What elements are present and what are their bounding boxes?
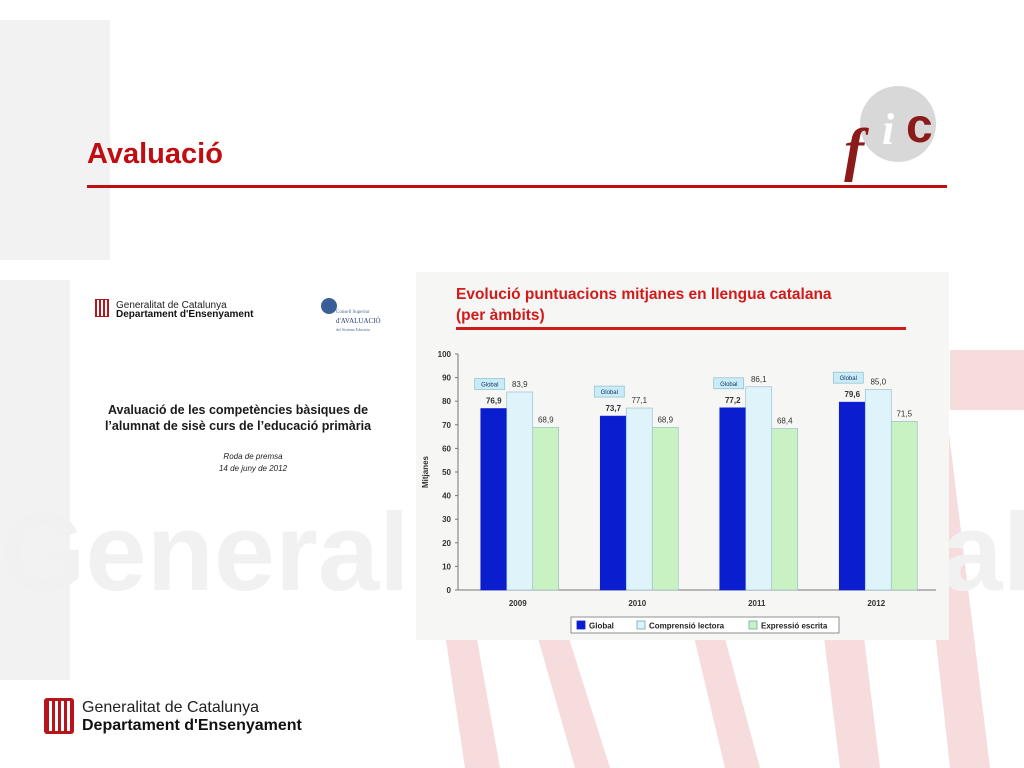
bar [838,401,866,591]
report-cover-thumbnail: Generalitat de Catalunya Departament d'E… [78,292,398,477]
footer-org-line2: Departament d'Ensenyament [82,717,302,734]
council-line2: d'AVALUACIÓ [336,317,381,325]
data-label: 79,6 [844,390,860,399]
data-label: 85,0 [870,377,886,386]
x-tick-label: 2012 [867,599,885,608]
bar [532,427,560,591]
x-tick-label: 2010 [628,599,646,608]
bar-chart: 0 10 20 30 40 50 60 70 80 90 100 Mitjanes 76,9 83,9 68… [421,350,936,634]
footer-org-line1: Generalitat de Catalunya [82,699,259,716]
y-tick-label: 0 [447,586,452,595]
council-line3: del Sistema Educatiu [336,327,370,332]
chart-title-line2: (per àmbits) [456,307,545,324]
callout-label: Global [840,376,857,382]
bar [651,427,679,591]
callout-label: Global [720,382,737,388]
press-date: 14 de juny de 2012 [218,464,288,473]
x-tick-label: 2011 [748,599,766,608]
cover-org-line2: Departament d'Ensenyament [116,309,254,320]
chart-panel: Evolució puntuacions mitjanes en llengua… [416,272,949,640]
y-tick-label: 30 [442,515,451,524]
bar [745,386,773,591]
callout-box [474,378,506,390]
cover-headline-line1: Avaluació de les competències bàsiques d… [107,403,369,417]
bar [864,389,892,591]
y-tick-label: 100 [438,350,452,359]
legend-label: Global [589,622,614,631]
y-tick-label: 40 [442,492,451,501]
data-label: 73,7 [605,404,621,413]
data-label: 83,9 [512,380,528,389]
y-tick-label: 10 [442,562,451,571]
bar [599,415,627,591]
fic-logo: f i c [844,86,936,182]
data-label: 77,1 [631,396,647,405]
y-tick-label: 60 [442,444,451,453]
legend-swatch [576,620,586,630]
y-tick-label: 80 [442,397,451,406]
generalitat-footer-emblem-icon [44,698,74,734]
data-label: 68,4 [777,417,793,426]
slide-title: Avaluació [87,138,223,170]
bar [771,428,799,591]
bar [506,391,534,591]
data-label: 86,1 [751,375,767,384]
legend-swatch [636,620,646,630]
y-axis-label: Mitjanes [421,455,430,488]
callout-box [832,371,864,384]
data-label: 76,9 [486,397,502,406]
generalitat-emblem-icon [95,299,109,317]
bar [480,408,508,591]
callout-label: Global [601,390,618,396]
legend-swatch [748,620,758,630]
x-tick-label: 2009 [509,599,527,608]
data-label: 68,9 [538,415,554,424]
y-tick-label: 70 [442,421,451,430]
svg-text:i: i [882,105,895,154]
bar [890,420,918,591]
data-label: 71,5 [896,409,912,418]
data-label: 68,9 [657,415,673,424]
legend-label: Comprensió lectora [649,622,725,631]
callout-label: Global [481,383,498,389]
bar [625,407,653,591]
data-label: 77,2 [725,396,741,405]
svg-text:c: c [906,100,933,153]
press-label: Roda de premsa [223,452,283,461]
council-line1: Consell Superior [336,310,370,315]
chart-title-line1: Evolució puntuacions mitjanes en llengua… [456,286,832,303]
cover-headline: Avaluació de les competències bàsiques d… [78,402,398,434]
title-underline [87,185,947,188]
callout-box [713,377,745,390]
callout-box [593,385,625,398]
legend-label: Expressió escrita [761,622,828,631]
y-tick-label: 20 [442,539,451,548]
chart-title-underline [456,327,906,330]
y-tick-label: 90 [442,374,451,383]
council-emblem-icon [321,298,337,314]
cover-org-line1: Generalitat de Catalunya [116,300,227,311]
cover-headline-line2: l’alumnat de sisè curs de l’educació pri… [104,419,372,433]
bar [719,407,747,591]
y-tick-label: 50 [442,468,451,477]
